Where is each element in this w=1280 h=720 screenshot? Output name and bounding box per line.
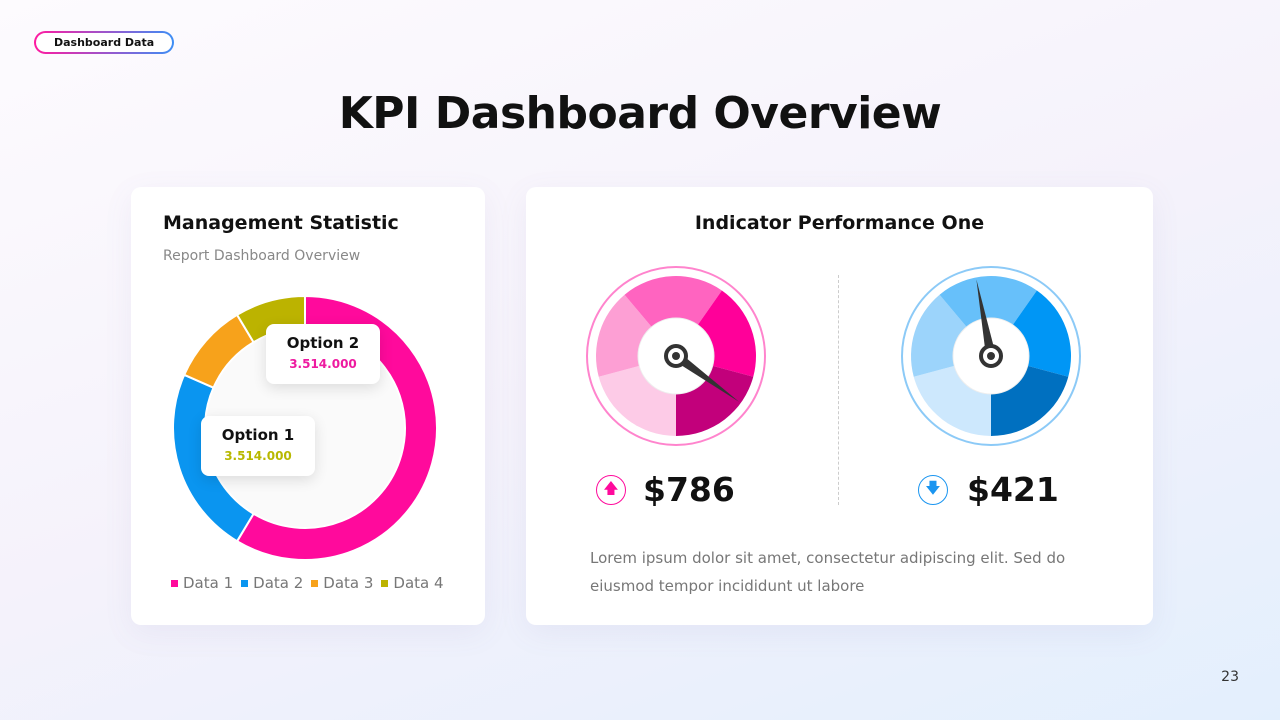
gauge-segment — [598, 365, 676, 436]
tooltip-value: 3.514.000 — [224, 449, 292, 463]
page-title: KPI Dashboard Overview — [338, 88, 942, 139]
donut-slice-1 — [235, 294, 438, 561]
gauges — [586, 266, 1081, 446]
section-badge: Dashboard Data — [34, 31, 174, 54]
page-number: 23 — [1221, 669, 1239, 685]
tooltip-option-2: Option 2 3.514.000 — [266, 324, 380, 384]
arrow-down-icon: 🡇 — [918, 475, 948, 505]
management-statistic-card: Management Statistic Report Dashboard Ov… — [131, 187, 485, 625]
donut-chart — [172, 294, 438, 561]
tooltip-value: 3.514.000 — [289, 357, 357, 371]
chart-legend: Data 1 Data 2 Data 3 Data 4 — [171, 574, 444, 592]
gauge-segment — [676, 365, 754, 436]
legend-item: Data 2 — [241, 574, 303, 592]
card-subtitle: Report Dashboard Overview — [163, 248, 361, 264]
donut-slice-4 — [235, 294, 306, 344]
gauge-segment — [991, 365, 1069, 436]
gauge-value-1: $786 — [643, 470, 735, 509]
legend-item: Data 1 — [171, 574, 233, 592]
gauge-segment — [624, 276, 722, 327]
badge-label: Dashboard Data — [36, 33, 172, 52]
gauge-segment — [1012, 290, 1071, 377]
indicator-performance-card: Indicator Performance One 🡅 $786 🡇 $421 … — [526, 187, 1153, 625]
tooltip-label: Option 1 — [221, 426, 295, 444]
legend-item: Data 4 — [381, 574, 444, 592]
legend-item: Data 3 — [311, 574, 373, 592]
tooltip-label: Option 2 — [286, 334, 360, 352]
tooltip-option-1: Option 1 3.514.000 — [201, 416, 315, 476]
description: Lorem ipsum dolor sit amet, consectetur … — [590, 549, 1066, 595]
card-title: Indicator Performance One — [694, 212, 985, 234]
gauge-needle — [976, 279, 996, 357]
gauge-segment — [913, 365, 991, 436]
gauge-value-2: $421 — [967, 470, 1059, 509]
divider — [838, 275, 839, 505]
gauge-segment — [697, 290, 756, 377]
arrow-up-icon: 🡅 — [596, 475, 626, 505]
gauge-segment — [939, 276, 1037, 327]
gauge-needle — [673, 351, 740, 402]
card-title: Management Statistic — [163, 212, 399, 234]
